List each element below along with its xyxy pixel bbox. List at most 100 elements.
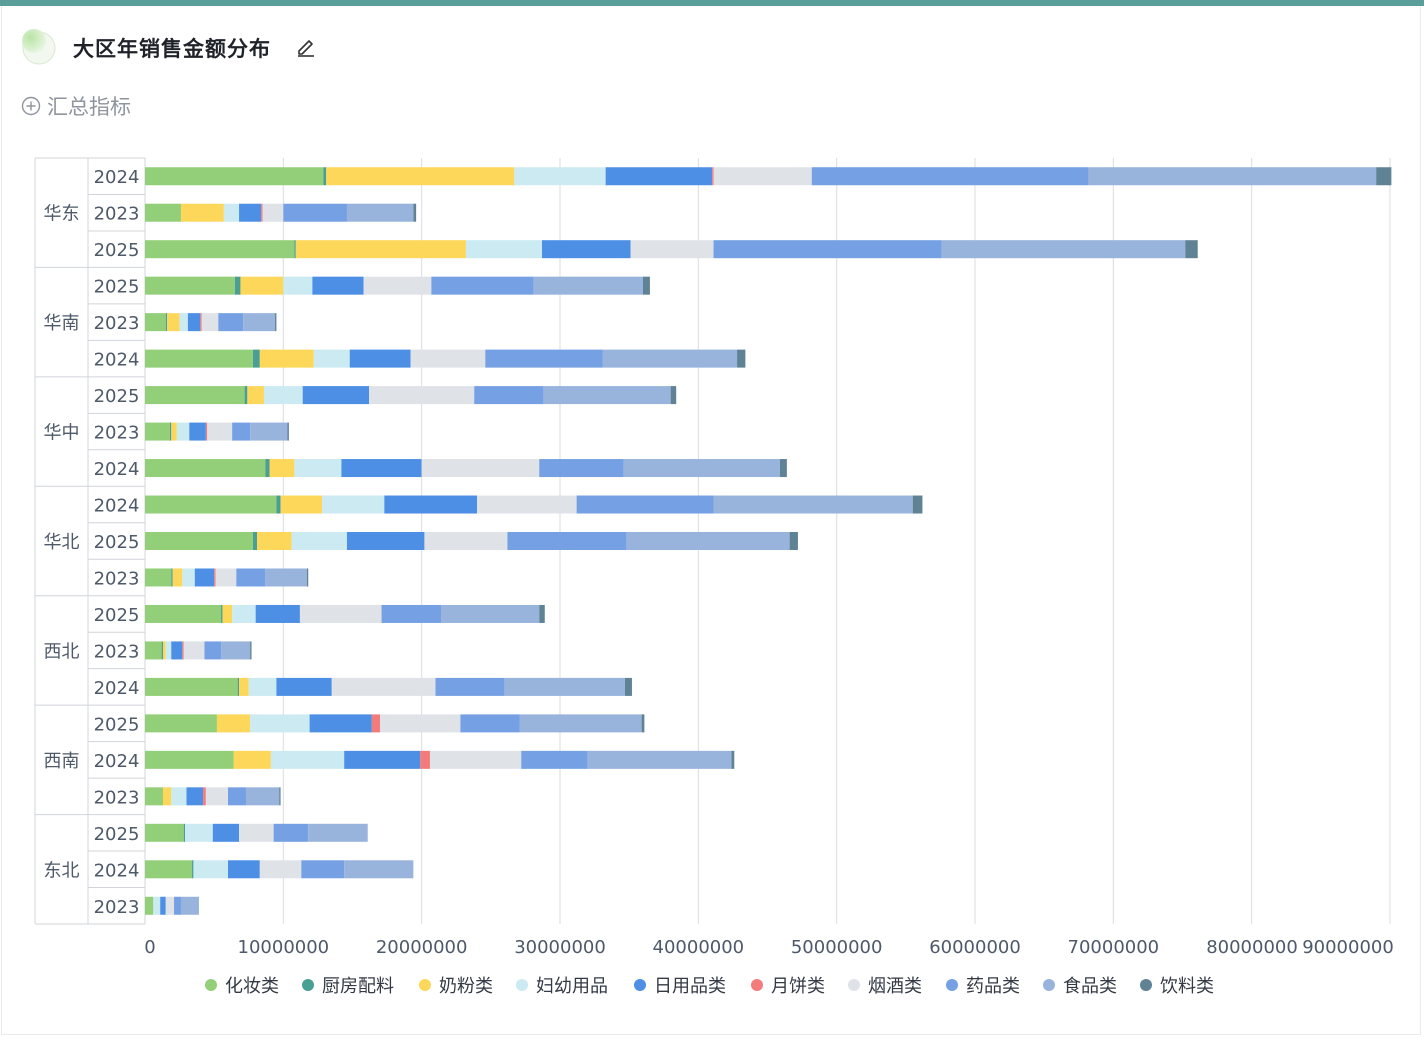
bar-segment-10[interactable] xyxy=(306,568,309,587)
bar-segment-4[interactable] xyxy=(514,167,606,186)
bar-segment-2[interactable] xyxy=(161,641,163,660)
legend-marker[interactable] xyxy=(848,979,860,991)
bar-segment-9[interactable] xyxy=(308,823,368,842)
bar-segment-5[interactable] xyxy=(255,604,300,623)
bar-segment-6[interactable] xyxy=(200,313,202,332)
legend-marker[interactable] xyxy=(516,979,528,991)
bar-segment-9[interactable] xyxy=(504,677,626,696)
bar-segment-3[interactable] xyxy=(295,240,466,259)
bar-segment-9[interactable] xyxy=(941,240,1186,259)
legend-marker[interactable] xyxy=(302,979,314,991)
bar-segment-7[interactable] xyxy=(630,240,714,259)
bar-segment-7[interactable] xyxy=(477,495,577,514)
bar-segment-8[interactable] xyxy=(485,349,603,368)
bar-segment-4[interactable] xyxy=(270,750,345,769)
bar-segment-10[interactable] xyxy=(789,532,798,550)
bar-segment-2[interactable] xyxy=(171,568,173,587)
legend-label[interactable]: 药品类 xyxy=(966,976,1020,997)
bar-segment-7[interactable] xyxy=(205,787,228,806)
bar-segment-10[interactable] xyxy=(643,276,650,295)
bar-segment-10[interactable] xyxy=(641,714,645,733)
bar-segment-6[interactable] xyxy=(182,641,184,660)
bar-segment-5[interactable] xyxy=(344,750,421,769)
bar-segment-9[interactable] xyxy=(441,604,540,623)
bar-segment-10[interactable] xyxy=(275,313,277,332)
bar-segment-8[interactable] xyxy=(811,167,1089,186)
bar-segment-2[interactable] xyxy=(169,422,172,441)
bar-segment-4[interactable] xyxy=(171,787,187,806)
bar-segment-5[interactable] xyxy=(312,276,364,295)
bar-segment-2[interactable] xyxy=(265,459,270,478)
pencil-icon[interactable] xyxy=(294,34,318,58)
bar-segment-5[interactable] xyxy=(309,714,372,733)
bar-segment-10[interactable] xyxy=(250,641,252,660)
bar-segment-8[interactable] xyxy=(204,641,222,660)
bar-segment-8[interactable] xyxy=(236,568,266,587)
bar-segment-7[interactable] xyxy=(410,349,486,368)
bar-segment-4[interactable] xyxy=(263,386,303,405)
bar-segment-8[interactable] xyxy=(301,860,345,879)
bar-segment-1[interactable] xyxy=(145,860,193,879)
bar-segment-5[interactable] xyxy=(187,313,201,332)
legend-marker[interactable] xyxy=(205,979,217,991)
bar-segment-10[interactable] xyxy=(737,349,746,368)
bar-segment-1[interactable] xyxy=(145,677,238,696)
bar-segment-4[interactable] xyxy=(223,203,240,222)
bar-segment-1[interactable] xyxy=(145,276,235,295)
bar-segment-9[interactable] xyxy=(623,459,780,478)
bar-segment-3[interactable] xyxy=(171,422,177,441)
bar-segment-3[interactable] xyxy=(216,714,251,733)
bar-segment-5[interactable] xyxy=(542,240,631,259)
legend-label[interactable]: 化妆类 xyxy=(225,976,279,997)
bar-segment-4[interactable] xyxy=(294,459,342,478)
bar-segment-1[interactable] xyxy=(145,349,253,368)
bar-segment-8[interactable] xyxy=(539,459,624,478)
bar-segment-9[interactable] xyxy=(587,750,732,769)
bar-segment-8[interactable] xyxy=(474,386,544,405)
bar-segment-10[interactable] xyxy=(625,677,632,696)
bar-segment-1[interactable] xyxy=(145,313,166,332)
legend-marker[interactable] xyxy=(419,979,431,991)
legend-label[interactable]: 烟酒类 xyxy=(868,976,922,997)
bar-segment-4[interactable] xyxy=(248,677,277,696)
legend-label[interactable]: 食品类 xyxy=(1063,976,1117,997)
bar-segment-6[interactable] xyxy=(371,714,381,733)
bar-segment-1[interactable] xyxy=(145,787,163,806)
bar-segment-1[interactable] xyxy=(145,750,234,769)
bar-segment-1[interactable] xyxy=(145,167,324,186)
bar-segment-8[interactable] xyxy=(228,787,246,806)
bar-segment-5[interactable] xyxy=(384,495,477,514)
bar-segment-1[interactable] xyxy=(145,422,170,441)
legend-marker[interactable] xyxy=(946,979,958,991)
bar-segment-9[interactable] xyxy=(1088,167,1377,186)
bar-segment-1[interactable] xyxy=(145,823,184,842)
bar-segment-3[interactable] xyxy=(180,203,224,222)
bar-segment-10[interactable] xyxy=(287,422,289,441)
bar-segment-10[interactable] xyxy=(912,495,923,514)
bar-segment-3[interactable] xyxy=(162,787,172,806)
bar-segment-5[interactable] xyxy=(189,422,206,441)
bar-segment-9[interactable] xyxy=(626,532,790,550)
bar-segment-10[interactable] xyxy=(1185,240,1198,259)
bar-segment-9[interactable] xyxy=(344,860,414,879)
bar-segment-4[interactable] xyxy=(283,276,313,295)
bar-segment-2[interactable] xyxy=(252,532,258,550)
bar-segment-8[interactable] xyxy=(232,422,251,441)
bar-segment-8[interactable] xyxy=(435,677,505,696)
bar-segment-3[interactable] xyxy=(280,495,323,514)
bar-segment-7[interactable] xyxy=(369,386,475,405)
bar-segment-7[interactable] xyxy=(429,750,522,769)
bar-segment-3[interactable] xyxy=(269,459,295,478)
bar-segment-8[interactable] xyxy=(174,896,181,915)
bar-segment-4[interactable] xyxy=(232,604,256,623)
bar-segment-9[interactable] xyxy=(346,203,414,222)
bar-segment-5[interactable] xyxy=(605,167,713,186)
bar-segment-9[interactable] xyxy=(602,349,738,368)
bar-segment-8[interactable] xyxy=(507,532,627,550)
bar-segment-8[interactable] xyxy=(218,313,244,332)
bar-segment-4[interactable] xyxy=(185,823,213,842)
bar-segment-3[interactable] xyxy=(167,313,180,332)
bar-segment-8[interactable] xyxy=(283,203,347,222)
bar-segment-3[interactable] xyxy=(172,568,183,587)
bar-segment-5[interactable] xyxy=(194,568,215,587)
